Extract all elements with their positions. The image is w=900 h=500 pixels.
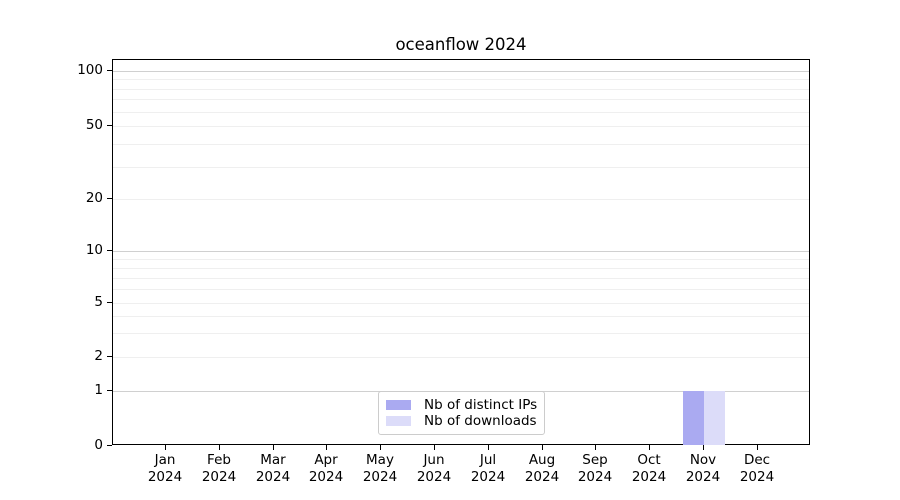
- y-tick-mark: [107, 302, 112, 303]
- y-tick-label: 10: [85, 242, 103, 258]
- minor-gridline: [113, 99, 809, 100]
- major-gridline: [113, 251, 809, 252]
- plot-area: Nb of distinct IPs Nb of downloads: [112, 59, 810, 445]
- y-tick-label: 100: [77, 62, 103, 78]
- x-tick-label: Dec 2024: [739, 452, 775, 485]
- y-tick-mark: [107, 70, 112, 71]
- x-tick-mark: [165, 445, 166, 450]
- x-tick-label: Jul 2024: [470, 452, 506, 485]
- x-tick-mark: [649, 445, 650, 450]
- y-tick-label: 0: [94, 437, 103, 453]
- x-tick-mark: [273, 445, 274, 450]
- minor-gridline: [113, 89, 809, 90]
- chart-title: oceanflow 2024: [395, 35, 527, 54]
- y-tick-mark: [107, 250, 112, 251]
- legend-label-downloads: Nb of downloads: [424, 413, 537, 429]
- legend-item-downloads: Nb of downloads: [386, 413, 537, 429]
- x-tick-label: Nov 2024: [685, 452, 721, 485]
- minor-gridline: [113, 289, 809, 290]
- bar-downloads-nov-2024: [704, 391, 725, 445]
- minor-gridline: [113, 126, 809, 127]
- x-tick-label: Sep 2024: [577, 452, 613, 485]
- x-tick-mark: [757, 445, 758, 450]
- x-tick-mark: [703, 445, 704, 450]
- y-tick-mark: [107, 445, 112, 446]
- y-tick-mark: [107, 390, 112, 391]
- y-tick-mark: [107, 125, 112, 126]
- x-tick-label: May 2024: [362, 452, 398, 485]
- y-tick-label: 5: [94, 294, 103, 310]
- x-tick-label: Jun 2024: [416, 452, 452, 485]
- x-tick-label: Feb 2024: [201, 452, 237, 485]
- x-tick-label: Aug 2024: [524, 452, 560, 485]
- minor-gridline: [113, 79, 809, 80]
- x-tick-mark: [219, 445, 220, 450]
- x-tick-label: Mar 2024: [255, 452, 291, 485]
- x-tick-mark: [542, 445, 543, 450]
- minor-gridline: [113, 259, 809, 260]
- minor-gridline: [113, 167, 809, 168]
- x-tick-mark: [488, 445, 489, 450]
- x-tick-label: Jan 2024: [147, 452, 183, 485]
- x-tick-mark: [595, 445, 596, 450]
- minor-gridline: [113, 199, 809, 200]
- minor-gridline: [113, 303, 809, 304]
- x-tick-label: Apr 2024: [308, 452, 344, 485]
- legend-item-distinct-ips: Nb of distinct IPs: [386, 397, 538, 413]
- y-tick-label: 50: [85, 117, 103, 133]
- y-tick-mark: [107, 356, 112, 357]
- legend: Nb of distinct IPs Nb of downloads: [378, 391, 545, 435]
- minor-gridline: [113, 333, 809, 334]
- minor-gridline: [113, 278, 809, 279]
- major-gridline: [113, 71, 809, 72]
- minor-gridline: [113, 316, 809, 317]
- x-tick-mark: [380, 445, 381, 450]
- legend-swatch-downloads-icon: [386, 416, 411, 426]
- x-tick-mark: [434, 445, 435, 450]
- y-tick-mark: [107, 198, 112, 199]
- x-tick-label: Oct 2024: [631, 452, 667, 485]
- x-tick-mark: [326, 445, 327, 450]
- minor-gridline: [113, 112, 809, 113]
- minor-gridline: [113, 268, 809, 269]
- legend-swatch-distinct-ips-icon: [386, 400, 411, 410]
- minor-gridline: [113, 357, 809, 358]
- y-tick-label: 2: [94, 348, 103, 364]
- y-tick-label: 20: [85, 190, 103, 206]
- legend-label-distinct-ips: Nb of distinct IPs: [424, 397, 538, 413]
- minor-gridline: [113, 144, 809, 145]
- bar-distinct-ips-nov-2024: [683, 391, 704, 445]
- y-tick-label: 1: [94, 382, 103, 398]
